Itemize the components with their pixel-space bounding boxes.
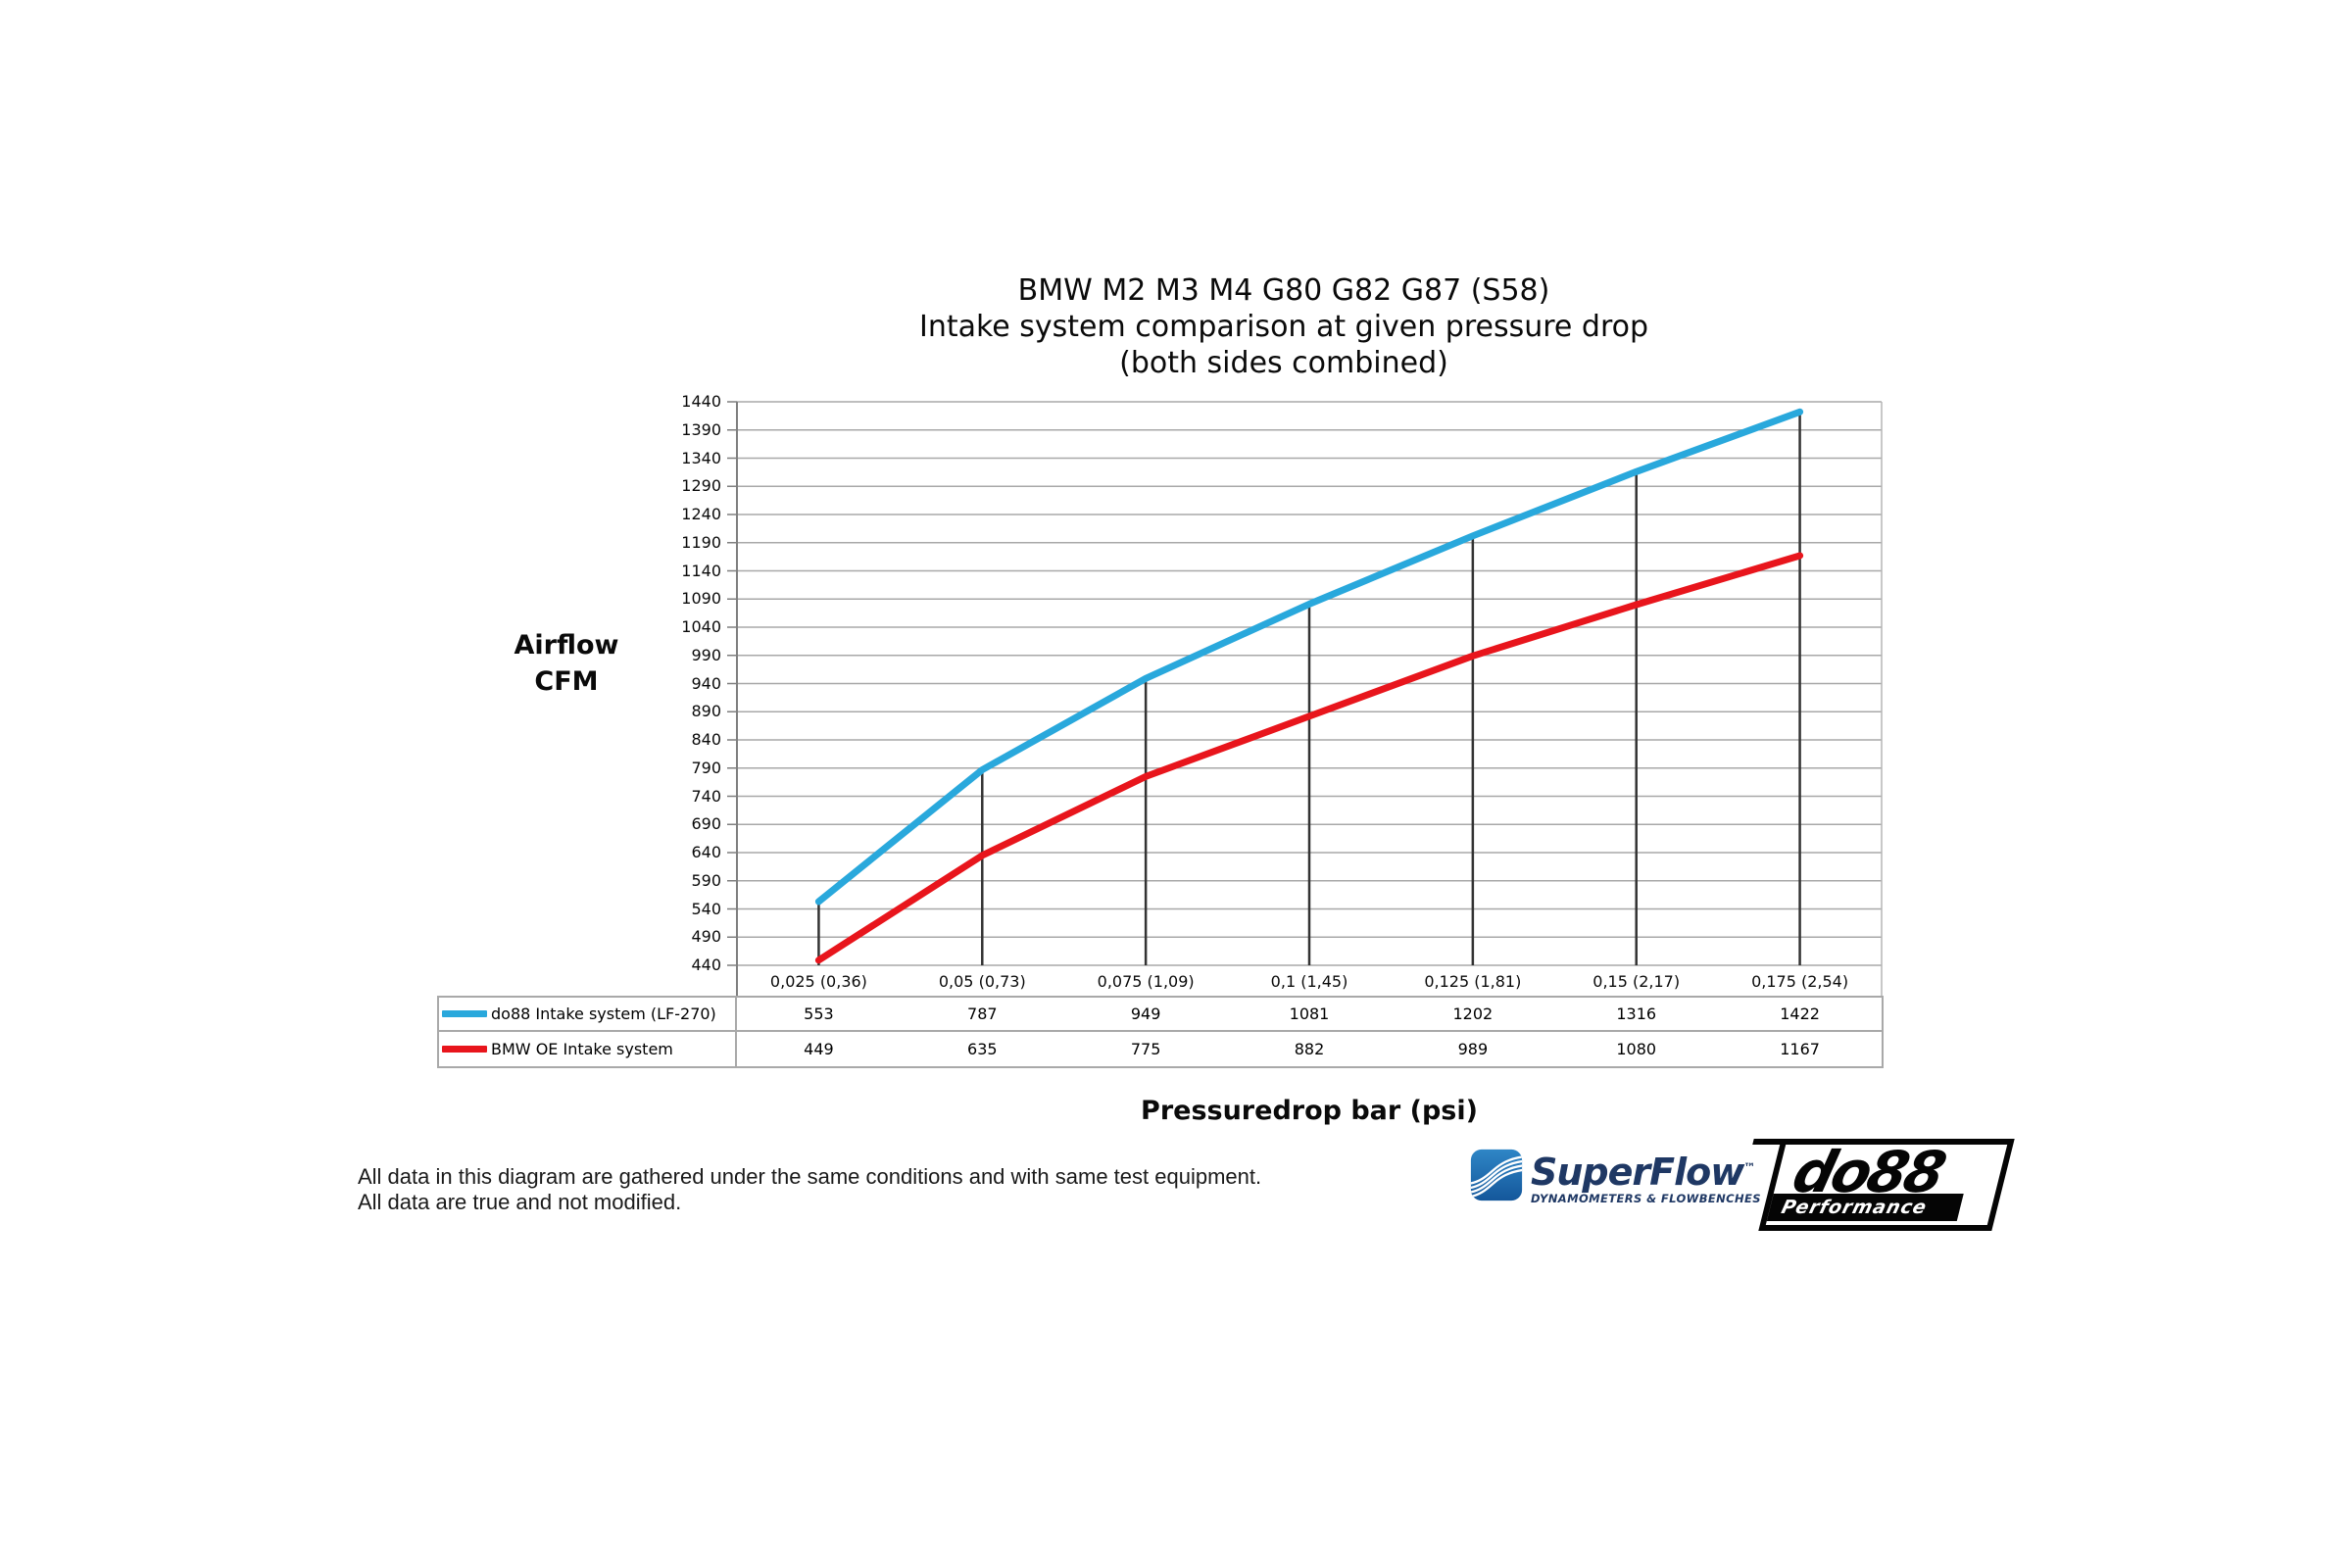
table-value-cell: 1202 [1452,1004,1494,1023]
plot-area [727,401,1883,998]
do88-performance-bar: Performance [1766,1194,1965,1221]
x-axis-title: Pressuredrop bar (psi) [1141,1096,1478,1126]
x-tick-label: 0,025 (0,36) [769,972,867,991]
footer-note-line-1: All data in this diagram are gathered un… [358,1164,1262,1189]
do88-logo-frame: do88 Performance [1752,1139,2015,1231]
table-value-cell: 1316 [1616,1004,1657,1023]
y-tick-label: 540 [691,899,721,918]
y-tick-label: 1440 [681,392,721,411]
legend-line-swatch-do88 [442,1010,487,1017]
y-axis-title-line-1: Airflow [514,630,619,661]
x-tick-label: 0,125 (1,81) [1424,972,1522,991]
series-line-bmw-oe [814,552,1804,964]
do88-tagline: Performance [1779,1197,1930,1218]
x-tick-label: 0,05 (0,73) [938,972,1026,991]
y-tick-label: 1290 [681,476,721,496]
table-value-cell: 1080 [1616,1040,1657,1058]
y-tick-label: 690 [691,814,721,834]
legend-row-do88: do88 Intake system (LF-270) [439,998,735,1032]
superflow-logo: SuperFlow™ DYNAMOMETERS & FLOWBENCHES [1470,1149,1761,1229]
table-value-cell: 775 [1130,1040,1161,1058]
y-tick-label: 590 [691,870,721,890]
data-table-values: 553 787 949 1081 1202 1316 1422 449 635 775 882 98… [735,996,1884,1068]
table-value-cell: 635 [967,1040,998,1058]
table-value-cell: 882 [1294,1040,1325,1058]
y-axis-title: Airflow CFM [468,627,664,700]
legend-line-swatch-bmw-oe [442,1046,487,1053]
y-tick-label: 740 [691,786,721,806]
table-value-cell: 449 [804,1040,834,1058]
footer-note-line-2: All data are true and not modified. [358,1190,682,1214]
y-tick-label: 1140 [681,561,721,580]
y-axis-title-line-2: CFM [534,666,599,697]
y-tick-label: 940 [691,673,721,693]
legend-label-bmw-oe: BMW OE Intake system [491,1040,673,1058]
y-tick-label: 1190 [681,532,721,552]
table-value-cell: 1167 [1780,1040,1820,1058]
table-value-cell: 787 [967,1004,998,1023]
chart-title-line-3: (both sides combined) [1119,346,1448,380]
y-tick-label: 1240 [681,505,721,523]
footer-note: All data in this diagram are gathered un… [358,1164,1338,1215]
chart-title-line-1: BMW M2 M3 M4 G80 G82 G87 (S58) [1017,273,1550,308]
y-tick-label: 1090 [681,589,721,609]
y-tick-label: 1040 [681,617,721,636]
y-tick-label: 840 [691,730,721,749]
table-value-cell: 1081 [1289,1004,1330,1023]
y-tick-label: 490 [691,927,721,947]
x-tick-label: 0,15 (2,17) [1592,972,1681,991]
table-row-bmw-oe-values: 449 635 775 882 989 1080 1167 [737,1032,1882,1066]
legend-table: do88 Intake system (LF-270) BMW OE Intak… [437,996,737,1068]
y-tick-label: 1390 [681,419,721,439]
legend-label-do88: do88 Intake system (LF-270) [491,1004,716,1023]
table-value-cell: 989 [1457,1040,1489,1058]
do88-logo-top-overhang [1752,1139,1793,1145]
superflow-wordmark: SuperFlow™ [1531,1151,1755,1194]
superflow-wave-icon [1470,1149,1523,1201]
y-tick-label: 790 [691,758,721,777]
table-row-do88-values: 553 787 949 1081 1202 1316 1422 [737,998,1882,1032]
y-tick-label: 640 [691,843,721,861]
x-tick-label: 0,175 (2,54) [1751,972,1849,991]
x-tick-label: 0,075 (1,09) [1097,972,1195,991]
y-tick-label: 1340 [681,448,721,467]
table-value-cell: 553 [804,1004,834,1023]
y-tick-label: 440 [691,956,721,974]
x-tick-label: 0,1 (1,45) [1270,972,1348,991]
chart-title: BMW M2 M3 M4 G80 G82 G87 (S58) Intake sy… [696,272,1872,381]
superflow-trademark: ™ [1743,1160,1756,1175]
chart-title-line-2: Intake system comparison at given pressu… [918,310,1649,344]
superflow-wordmark-text: SuperFlow [1531,1151,1744,1194]
superflow-tagline: DYNAMOMETERS & FLOWBENCHES [1531,1192,1761,1205]
table-value-cell: 1422 [1780,1004,1820,1023]
series-line-do88 [814,408,1804,906]
table-value-cell: 949 [1130,1004,1161,1023]
legend-row-bmw-oe: BMW OE Intake system [439,1032,735,1066]
do88-logo: do88 Performance [1752,1139,2015,1231]
do88-wordmark: do88 [1786,1139,1950,1205]
y-tick-label: 890 [691,702,721,721]
y-tick-label: 990 [691,645,721,664]
